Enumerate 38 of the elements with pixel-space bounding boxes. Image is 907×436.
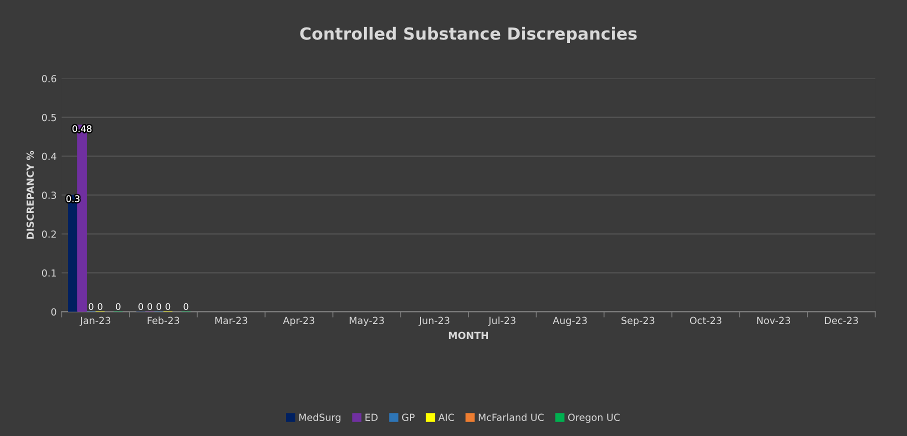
legend-label: ED	[366, 414, 378, 421]
x-tick-label: Apr-23	[283, 316, 314, 326]
x-tick-label: Nov-23	[757, 316, 790, 324]
x-tick-label: Jan-23	[80, 316, 110, 326]
x-tick-label: Sep-23	[622, 316, 654, 326]
legend-label: McFarland UC	[478, 413, 544, 422]
x-tick-label: Jul-23	[488, 316, 516, 326]
y-axis-title: DISCREPANCY %	[26, 150, 34, 239]
data-label: 0.3	[66, 195, 80, 202]
x-tick-label: Oct-23	[690, 316, 722, 324]
data-label: 0	[88, 303, 94, 310]
y-tick-label: 0	[51, 308, 56, 316]
y-tick-label: 0.3	[42, 192, 56, 199]
data-label: 0	[166, 303, 170, 310]
x-tick-label: Dec-23	[824, 316, 858, 324]
y-tick-label: 0.1	[42, 269, 56, 277]
data-label: 0	[138, 303, 144, 310]
x-tick-label: Aug-23	[552, 316, 587, 326]
legend-label: Oregon UC	[568, 414, 620, 423]
data-label: 0	[116, 303, 120, 310]
data-label: 0	[184, 303, 188, 310]
y-tick-label: 0.4	[42, 152, 56, 160]
data-label: 0	[156, 303, 162, 310]
y-tick-label: 0.2	[42, 230, 56, 238]
x-tick-label: Feb-23	[148, 316, 180, 324]
x-tick-label: May-23	[350, 316, 384, 326]
x-axis-title: MONTH	[448, 332, 488, 340]
legend-label: MedSurg	[299, 413, 340, 423]
data-label: 0	[148, 303, 152, 310]
x-tick-label: Mar-23	[215, 316, 248, 324]
data-label: 0.48	[72, 125, 92, 132]
y-tick-label: 0.6	[42, 74, 56, 82]
data-label: 0	[98, 303, 102, 310]
y-tick-label: 0.5	[42, 114, 56, 122]
legend-label: AIC	[438, 414, 454, 422]
x-tick-label: Jun-23	[418, 316, 450, 326]
chart-title: Controlled Substance Discrepancies	[300, 26, 637, 44]
legend-label: GP	[402, 414, 415, 422]
